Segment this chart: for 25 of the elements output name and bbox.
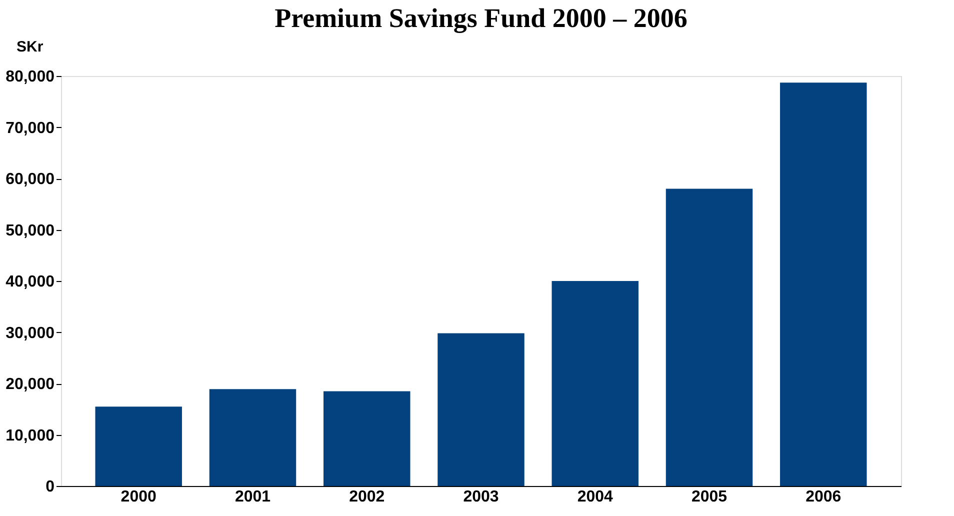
chart-title: Premium Savings Fund 2000 – 2006 — [274, 3, 688, 33]
x-tick-label: 2000 — [120, 488, 157, 506]
y-axis-title: SKr — [16, 38, 44, 56]
y-tick-label: 80,000 — [6, 68, 55, 86]
y-tick-label: 50,000 — [6, 222, 55, 240]
bar — [552, 281, 638, 486]
y-tick-label: 30,000 — [6, 324, 55, 342]
y-tick-label: 40,000 — [6, 274, 55, 290]
bar — [95, 406, 182, 486]
y-tick-label: 0 — [46, 478, 55, 496]
y-tick-label: 20,000 — [6, 376, 55, 393]
x-tick-label: 2006 — [806, 488, 842, 506]
bar — [780, 82, 867, 486]
x-tick-label: 2005 — [691, 488, 728, 506]
x-tick-label: 2001 — [234, 488, 271, 506]
x-tick-label: 2003 — [463, 488, 499, 506]
y-tick-label: 10,000 — [6, 427, 55, 444]
bar — [438, 333, 524, 486]
y-tick-label: 70,000 — [6, 120, 55, 137]
bar — [209, 389, 296, 486]
bar — [324, 391, 410, 486]
x-tick-label: 2004 — [577, 488, 614, 506]
y-tick-label: 60,000 — [6, 171, 55, 188]
bar — [666, 188, 753, 486]
x-tick-label: 2002 — [349, 488, 385, 506]
